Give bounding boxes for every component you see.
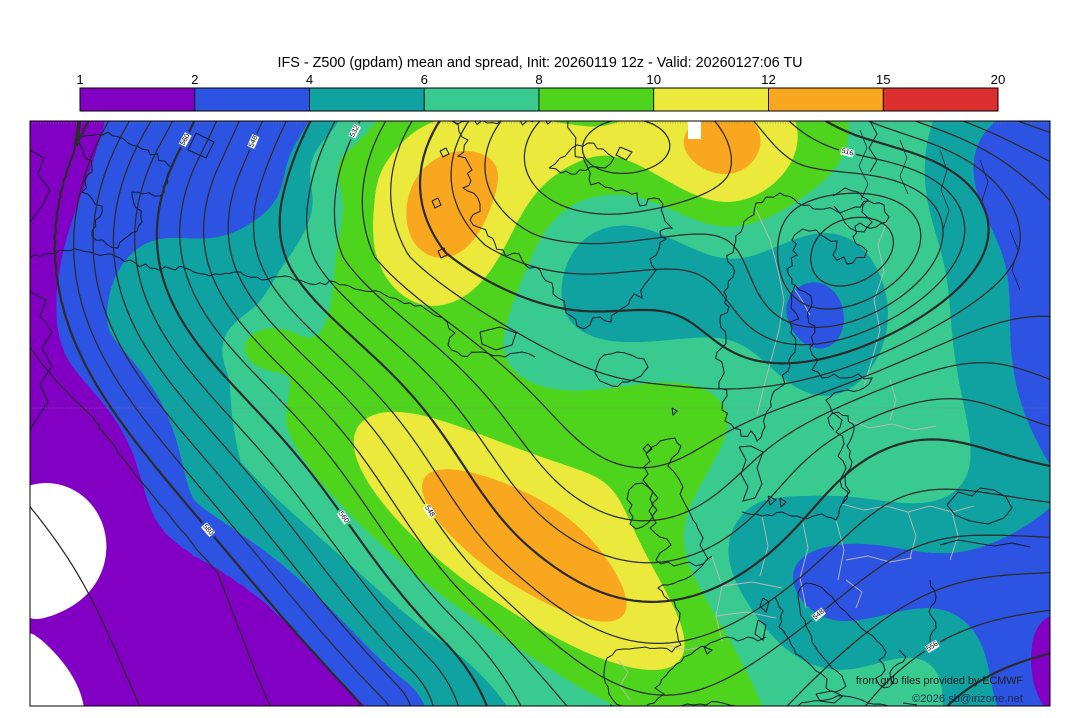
svg-text:12: 12 — [761, 72, 776, 87]
svg-text:15: 15 — [876, 72, 891, 87]
svg-text:548: 548 — [246, 134, 259, 149]
svg-text:10: 10 — [646, 72, 661, 87]
svg-text:©2026 sb@irizone.net: ©2026 sb@irizone.net — [912, 693, 1024, 705]
svg-text:IFS - Z500 (gpdam) mean and sp: IFS - Z500 (gpdam) mean and spread, Init… — [277, 55, 802, 71]
svg-text:from grib files provided by EC: from grib files provided by ECMWF — [856, 675, 1024, 687]
svg-text:20: 20 — [991, 72, 1006, 87]
svg-text:516: 516 — [841, 146, 855, 158]
svg-text:6: 6 — [421, 72, 428, 87]
svg-text:2: 2 — [191, 72, 198, 87]
svg-text:8: 8 — [535, 72, 542, 87]
svg-text:4: 4 — [306, 72, 313, 87]
svg-text:1: 1 — [76, 72, 83, 87]
